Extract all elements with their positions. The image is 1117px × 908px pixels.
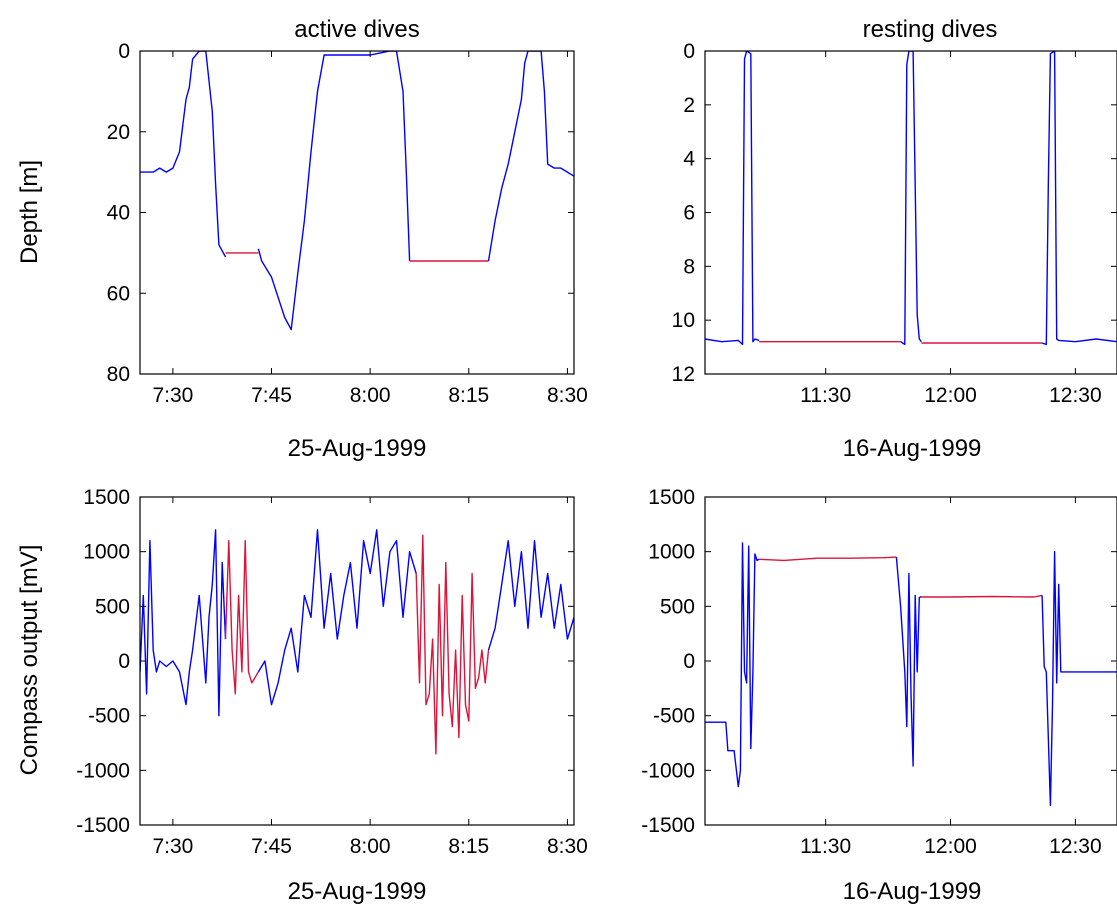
series-line-2 (224, 540, 260, 695)
x-tick-label: 8:15 (448, 835, 489, 858)
x-tick-label: 8:15 (448, 384, 489, 407)
series-line-3 (257, 51, 411, 331)
series-line-3 (257, 529, 417, 706)
y-tick-label: 8 (683, 255, 695, 278)
series-line-2 (759, 556, 897, 562)
series-line-1 (140, 51, 227, 258)
y-tick-label: 80 (107, 363, 130, 386)
y-tick-label: 12 (672, 363, 695, 386)
y-tick-label: 0 (683, 40, 695, 63)
x-tick-label: 7:30 (152, 835, 193, 858)
x-tick-label: 8:00 (350, 384, 391, 407)
series-line-1 (705, 542, 760, 788)
series-line-4 (921, 594, 1043, 598)
y-tick-label: 1000 (648, 541, 695, 564)
panel-resting-depth: resting dives 16-Aug-1999 11:30 12:00 12:3… (672, 16, 1117, 462)
x-tick-label: 8:30 (547, 384, 588, 407)
panel-resting-compass: 16-Aug-1999 11:30 12:00 12:30 1500 1000 500 0 -… (641, 486, 1117, 905)
xlabel-active-depth: 25-Aug-1999 (288, 435, 427, 462)
x-tick-label: 7:45 (251, 384, 292, 407)
series-line-5 (487, 540, 574, 651)
y-tick-label: -1500 (76, 814, 130, 837)
y-tick-label: -1000 (76, 759, 130, 782)
y-tick-label: 10 (672, 309, 695, 332)
panel-active-depth: active dives 25-Aug-1999 7:30 7:45 8:00 8:1… (107, 16, 588, 462)
x-tick-label: 12:00 (924, 384, 977, 407)
y-tick-label: -500 (88, 705, 130, 728)
y-tick-label: 4 (683, 148, 695, 171)
x-tick-label: 12:30 (1049, 384, 1102, 407)
series-line-1 (705, 51, 760, 346)
panel-title-resting: resting dives (863, 16, 998, 43)
y-tick-label: 0 (118, 650, 130, 673)
y-tick-label: -1000 (641, 759, 695, 782)
y-tick-label: 0 (118, 40, 130, 63)
x-tick-label: 7:45 (251, 835, 292, 858)
y-tick-label: 0 (683, 650, 695, 673)
y-tick-label: 60 (107, 282, 130, 305)
y-tick-label: 6 (683, 202, 695, 225)
x-tick-label: 11:30 (800, 384, 851, 407)
xlabel-resting-depth: 16-Aug-1999 (843, 435, 982, 462)
y-tick-label: 500 (95, 595, 130, 618)
plot-frame (139, 50, 575, 375)
series-line-4 (415, 534, 490, 755)
x-tick-label: 7:30 (152, 384, 193, 407)
xlabel-resting-compass: 16-Aug-1999 (843, 878, 982, 905)
compass-ylabel: Compass output [mV] (16, 545, 43, 776)
y-tick-label: 500 (660, 595, 695, 618)
y-tick-label: -1500 (641, 814, 695, 837)
series-line-5 (1041, 51, 1117, 346)
x-tick-label: 11:30 (800, 835, 851, 858)
series-line-1 (140, 529, 227, 717)
panel-title-active: active dives (294, 16, 419, 43)
y-tick-label: 40 (107, 202, 130, 225)
series-line-3 (900, 51, 922, 346)
depth-ylabel: Depth [m] (16, 160, 43, 264)
panel-active-compass: 25-Aug-1999 7:30 7:45 8:00 8:15 8:30 1500 1000… (76, 486, 588, 905)
series-line-3 (895, 557, 922, 767)
y-tick-label: 2 (683, 94, 695, 117)
series-line-5 (1041, 551, 1117, 806)
y-tick-label: 1500 (83, 486, 130, 509)
x-tick-label: 8:00 (350, 835, 391, 858)
x-tick-label: 12:30 (1049, 835, 1102, 858)
y-tick-label: -500 (653, 705, 695, 728)
x-tick-label: 8:30 (547, 835, 588, 858)
y-tick-label: 20 (107, 121, 130, 144)
series-line-5 (487, 51, 574, 262)
xlabel-active-compass: 25-Aug-1999 (288, 878, 427, 905)
y-tick-label: 1000 (83, 541, 130, 564)
y-tick-label: 1500 (648, 486, 695, 509)
x-tick-label: 12:00 (924, 835, 977, 858)
